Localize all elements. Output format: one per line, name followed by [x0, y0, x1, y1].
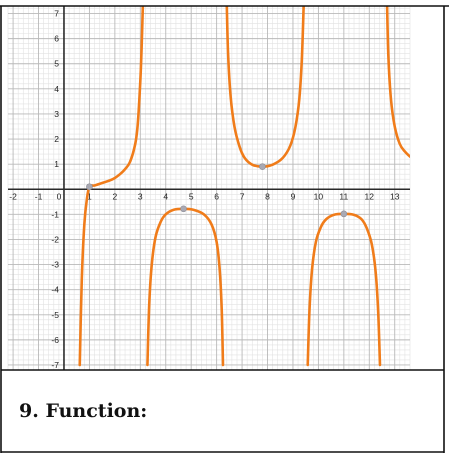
axes: [8, 6, 410, 370]
x-tick-label: 3: [138, 191, 143, 201]
x-tick-label: 8: [265, 191, 270, 201]
y-tick-label: -6: [51, 335, 59, 345]
x-tick-label: 1: [87, 191, 92, 201]
curve-branch: [78, 6, 145, 367]
y-tick-label: 5: [54, 59, 59, 69]
x-tick-label: 11: [339, 191, 348, 201]
minor-grid: [7, 6, 411, 371]
y-tick-label: 7: [54, 9, 59, 19]
x-tick-label: -2: [9, 191, 17, 201]
y-tick-label: -7: [51, 360, 59, 370]
question-label: 9. Function:: [19, 400, 148, 422]
y-tick-label: -2: [51, 234, 59, 244]
y-tick-label: 4: [54, 84, 59, 94]
curve-branch: [225, 6, 305, 168]
x-tick-label: 5: [189, 191, 194, 201]
y-tick-label: 3: [54, 109, 59, 119]
major-grid: [8, 6, 410, 370]
curve-point: [259, 163, 266, 170]
curve-point: [86, 183, 93, 191]
y-tick-label: -3: [51, 260, 59, 270]
curve-branches: [78, 6, 410, 367]
x-tick-label: 12: [365, 191, 375, 201]
curve-point: [180, 205, 187, 213]
curve-branch: [385, 6, 410, 158]
x-tick-label: 0: [57, 191, 62, 201]
curve-point: [340, 210, 348, 218]
y-tick-label: 2: [54, 134, 59, 144]
x-tick-label: 10: [314, 191, 324, 201]
y-tick-label: -4: [51, 285, 59, 295]
x-tick-label: -1: [35, 191, 43, 201]
x-tick-label: 7: [240, 191, 245, 201]
highlighted-points: [86, 163, 348, 218]
x-tick-label: 4: [163, 191, 168, 201]
x-tick-label: 9: [291, 191, 296, 201]
tick-labels: -2 -1 0 1 2 3 4 5 6 7 8 9 10 11 12 13-7-6-5-4-3-2-11234…: [9, 9, 399, 370]
y-tick-label: 6: [54, 34, 59, 44]
y-tick-label: 1: [54, 159, 59, 169]
page-borders: [0, 5, 449, 453]
x-tick-label: 2: [112, 191, 117, 201]
x-tick-label: 13: [390, 191, 400, 201]
y-tick-label: -1: [51, 209, 59, 219]
y-tick-label: -5: [51, 310, 59, 320]
x-tick-label: 6: [214, 191, 219, 201]
